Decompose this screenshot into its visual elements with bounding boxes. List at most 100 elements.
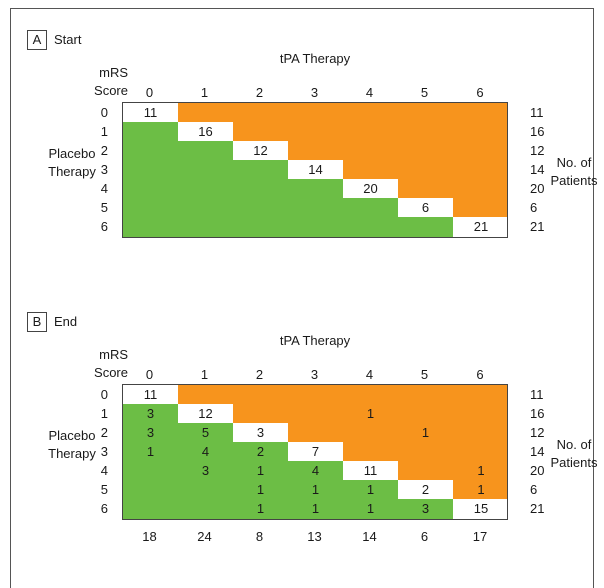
row-total: 6 xyxy=(530,200,538,215)
worsened-region xyxy=(123,141,233,161)
column-total: 13 xyxy=(307,529,322,544)
score-label: Score xyxy=(94,365,128,380)
patients-label-2: Patients xyxy=(550,173,598,188)
worsened-region xyxy=(123,423,233,443)
improved-region xyxy=(453,480,507,500)
matrix-cell-value: 1 xyxy=(256,482,265,497)
matrix-cell-value: 4 xyxy=(311,463,320,478)
row-category-label: 0 xyxy=(100,105,108,120)
diagonal-cell xyxy=(123,103,178,123)
column-category-label: 3 xyxy=(310,367,319,382)
row-total: 21 xyxy=(530,501,545,516)
column-total: 24 xyxy=(197,529,212,544)
improved-region xyxy=(288,423,507,443)
row-category-label: 5 xyxy=(100,482,108,497)
matrix-cell-value: 2 xyxy=(421,482,430,497)
worsened-region xyxy=(123,198,398,218)
row-total: 16 xyxy=(530,124,545,139)
row-total: 11 xyxy=(530,105,544,120)
row-category-label: 3 xyxy=(100,444,108,459)
matrix-cell-value: 5 xyxy=(201,425,210,440)
score-matrix: 11 3 12 1 3 5 3 1 1 4 2 7 3 1 4 11 1 1 1 1 2 1 1 1 1 3 15 xyxy=(122,384,508,520)
matrix-cell-value: 14 xyxy=(308,162,323,177)
column-category-label: 2 xyxy=(255,367,264,382)
placebo-label: Placebo xyxy=(48,428,96,443)
column-category-label: 5 xyxy=(420,367,429,382)
worsened-region xyxy=(123,404,178,424)
matrix-cell-value: 1 xyxy=(477,482,485,497)
row-total: 12 xyxy=(530,143,545,158)
column-category-label: 4 xyxy=(365,85,374,100)
panel-letter: B xyxy=(27,312,47,332)
diagonal-cell xyxy=(233,423,288,443)
column-total: 6 xyxy=(420,529,429,544)
diagonal-cell xyxy=(398,198,453,218)
row-total: 16 xyxy=(530,406,545,421)
placebo-label-2: Therapy xyxy=(48,164,96,179)
row-total: 12 xyxy=(530,425,545,440)
improved-region xyxy=(343,160,507,180)
patients-label: No. of xyxy=(556,437,592,452)
column-total: 8 xyxy=(255,529,264,544)
matrix-cell-value: 1 xyxy=(421,425,430,440)
score-label: Score xyxy=(94,83,128,98)
placebo-label: Placebo xyxy=(48,146,96,161)
improved-region xyxy=(288,141,507,161)
diagonal-cell xyxy=(233,141,288,161)
matrix-cell-value: 20 xyxy=(363,181,378,196)
mrs-label: mRS xyxy=(99,347,128,362)
matrix-fill xyxy=(123,385,507,519)
row-category-label: 0 xyxy=(100,387,108,402)
tpa-therapy-label: tPA Therapy xyxy=(279,333,351,348)
column-category-label: 3 xyxy=(310,85,319,100)
column-category-label: 6 xyxy=(476,367,484,382)
tpa-therapy-label: tPA Therapy xyxy=(279,51,351,66)
worsened-region xyxy=(123,217,453,237)
row-category-label: 4 xyxy=(100,463,108,478)
row-category-label: 5 xyxy=(100,200,108,215)
matrix-cell-value: 11 xyxy=(143,105,158,120)
column-total: 17 xyxy=(472,529,488,544)
improved-region xyxy=(178,103,507,123)
worsened-region xyxy=(123,179,343,199)
diagonal-cell xyxy=(288,160,343,180)
diagonal-cell xyxy=(453,217,507,237)
panel-title: End xyxy=(54,314,78,329)
matrix-cell-value: 3 xyxy=(421,501,430,516)
column-category-label: 2 xyxy=(255,85,264,100)
column-category-label: 0 xyxy=(145,367,154,382)
mrs-label: mRS xyxy=(99,65,128,80)
worsened-region xyxy=(123,461,343,481)
matrix-cell-value: 2 xyxy=(256,444,265,459)
improved-region xyxy=(453,198,507,218)
diagonal-cell xyxy=(178,122,233,142)
row-category-label: 1 xyxy=(100,124,108,139)
row-total: 21 xyxy=(530,219,545,234)
improved-region xyxy=(233,404,507,424)
diagonal-cell xyxy=(123,385,178,405)
placebo-label-2: Therapy xyxy=(48,446,96,461)
matrix-cell-value: 3 xyxy=(256,425,265,440)
matrix-cell-value: 1 xyxy=(477,463,485,478)
row-category-label: 2 xyxy=(100,143,108,158)
matrix-cell-value: 1 xyxy=(366,406,375,421)
row-category-label: 2 xyxy=(100,425,108,440)
patients-label-2: Patients xyxy=(550,455,598,470)
row-total: 20 xyxy=(530,463,545,478)
column-total: 14 xyxy=(362,529,377,544)
matrix-cell-value: 1 xyxy=(256,501,265,516)
matrix-cell-value: 7 xyxy=(311,444,320,459)
matrix-fill xyxy=(123,103,507,237)
matrix-cell-value: 3 xyxy=(146,425,155,440)
improved-region xyxy=(343,442,507,462)
column-category-label: 4 xyxy=(365,367,374,382)
matrix-cell-value: 11 xyxy=(143,387,158,402)
patients-label: No. of xyxy=(556,155,592,170)
diagonal-cell xyxy=(178,404,233,424)
matrix-cell-value: 1 xyxy=(366,501,375,516)
matrix-cell-value: 1 xyxy=(311,482,320,497)
worsened-region xyxy=(123,442,288,462)
column-total: 18 xyxy=(142,529,157,544)
row-category-label: 1 xyxy=(100,406,108,421)
column-category-label: 5 xyxy=(420,85,429,100)
